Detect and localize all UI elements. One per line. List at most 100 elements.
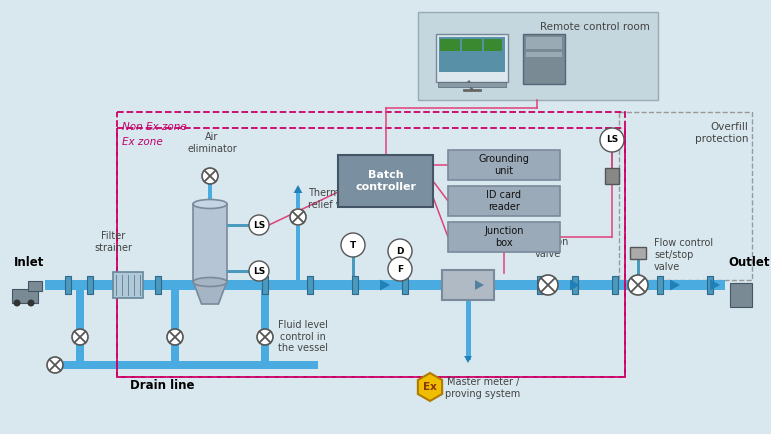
Bar <box>418 12 658 100</box>
Ellipse shape <box>193 200 227 208</box>
Bar <box>462 39 482 51</box>
Bar <box>296 189 300 208</box>
Text: F: F <box>397 264 403 273</box>
Text: Inlet: Inlet <box>14 256 45 270</box>
Bar <box>448 222 560 252</box>
Bar <box>227 224 249 227</box>
Circle shape <box>341 233 365 257</box>
Circle shape <box>28 299 35 306</box>
Bar <box>76 290 84 365</box>
Polygon shape <box>380 279 390 290</box>
Bar <box>605 168 619 184</box>
Circle shape <box>47 357 63 373</box>
Circle shape <box>600 128 624 152</box>
Polygon shape <box>294 185 302 193</box>
Text: Junction
box: Junction box <box>484 226 524 248</box>
Bar <box>65 276 71 294</box>
Ellipse shape <box>193 277 227 286</box>
Circle shape <box>388 257 412 281</box>
Bar <box>352 257 355 280</box>
Text: T: T <box>350 240 356 250</box>
Bar <box>452 276 458 294</box>
Bar <box>484 53 502 63</box>
Polygon shape <box>418 373 442 401</box>
Circle shape <box>628 275 648 295</box>
Text: Flow control
set/stop
valve: Flow control set/stop valve <box>654 238 713 272</box>
Bar <box>657 276 663 294</box>
Text: LS: LS <box>253 266 265 276</box>
Circle shape <box>257 329 273 345</box>
Bar <box>307 276 313 294</box>
Circle shape <box>72 329 88 345</box>
Text: LS: LS <box>606 135 618 145</box>
Text: Outlet: Outlet <box>728 256 769 270</box>
Bar <box>261 290 269 365</box>
Bar <box>125 276 131 294</box>
Bar <box>630 247 646 259</box>
Bar <box>28 281 42 291</box>
Circle shape <box>249 261 269 281</box>
Text: Non Ex zone: Non Ex zone <box>122 122 187 132</box>
Bar <box>262 276 268 294</box>
Bar <box>537 276 543 294</box>
Circle shape <box>290 209 306 225</box>
Bar <box>117 112 625 377</box>
Circle shape <box>538 275 558 295</box>
Text: Thermal
relief valve: Thermal relief valve <box>308 188 362 210</box>
Bar <box>448 186 560 216</box>
Bar <box>87 276 93 294</box>
Text: Ex zone: Ex zone <box>122 137 163 147</box>
Bar <box>619 112 752 280</box>
Bar <box>113 272 143 298</box>
Bar <box>338 155 433 207</box>
Text: Overfill
protection: Overfill protection <box>695 122 748 144</box>
Bar <box>48 361 318 369</box>
Polygon shape <box>52 359 62 371</box>
Bar <box>484 39 502 51</box>
Text: Filter
strainer: Filter strainer <box>94 231 132 253</box>
Text: Master meter /
proving system: Master meter / proving system <box>446 377 520 398</box>
Circle shape <box>388 239 412 263</box>
Bar <box>526 52 562 57</box>
Bar <box>466 300 470 360</box>
Text: Grounding
unit: Grounding unit <box>479 154 530 176</box>
Bar <box>440 39 460 51</box>
Text: D: D <box>396 247 404 256</box>
Text: ID card
reader: ID card reader <box>487 190 521 212</box>
Bar <box>12 289 38 303</box>
Bar <box>611 152 613 168</box>
Bar <box>296 226 300 280</box>
Circle shape <box>249 215 269 235</box>
Bar <box>206 285 214 304</box>
Text: Ex: Ex <box>423 382 437 392</box>
Bar <box>399 263 402 280</box>
Bar <box>171 290 179 365</box>
Bar <box>612 276 618 294</box>
Polygon shape <box>464 356 472 363</box>
Bar <box>45 280 725 290</box>
Bar <box>440 53 460 63</box>
Circle shape <box>167 329 183 345</box>
Circle shape <box>202 168 218 184</box>
Polygon shape <box>193 281 227 304</box>
Polygon shape <box>570 279 580 290</box>
Bar <box>402 276 408 294</box>
Bar <box>352 276 358 294</box>
Circle shape <box>14 299 21 306</box>
Bar <box>193 204 227 282</box>
Text: LS: LS <box>253 220 265 230</box>
Bar <box>462 53 482 63</box>
Bar <box>523 34 565 84</box>
Text: Batch
controller: Batch controller <box>355 170 416 192</box>
Bar <box>448 150 560 180</box>
Bar <box>436 34 508 82</box>
Bar <box>730 283 752 307</box>
Bar <box>572 276 578 294</box>
Bar <box>707 276 713 294</box>
Polygon shape <box>710 279 720 290</box>
Polygon shape <box>670 279 680 290</box>
Text: Drain line: Drain line <box>130 379 194 392</box>
Bar <box>442 270 494 300</box>
Text: Air
eliminator: Air eliminator <box>187 132 237 154</box>
Bar <box>117 128 625 377</box>
